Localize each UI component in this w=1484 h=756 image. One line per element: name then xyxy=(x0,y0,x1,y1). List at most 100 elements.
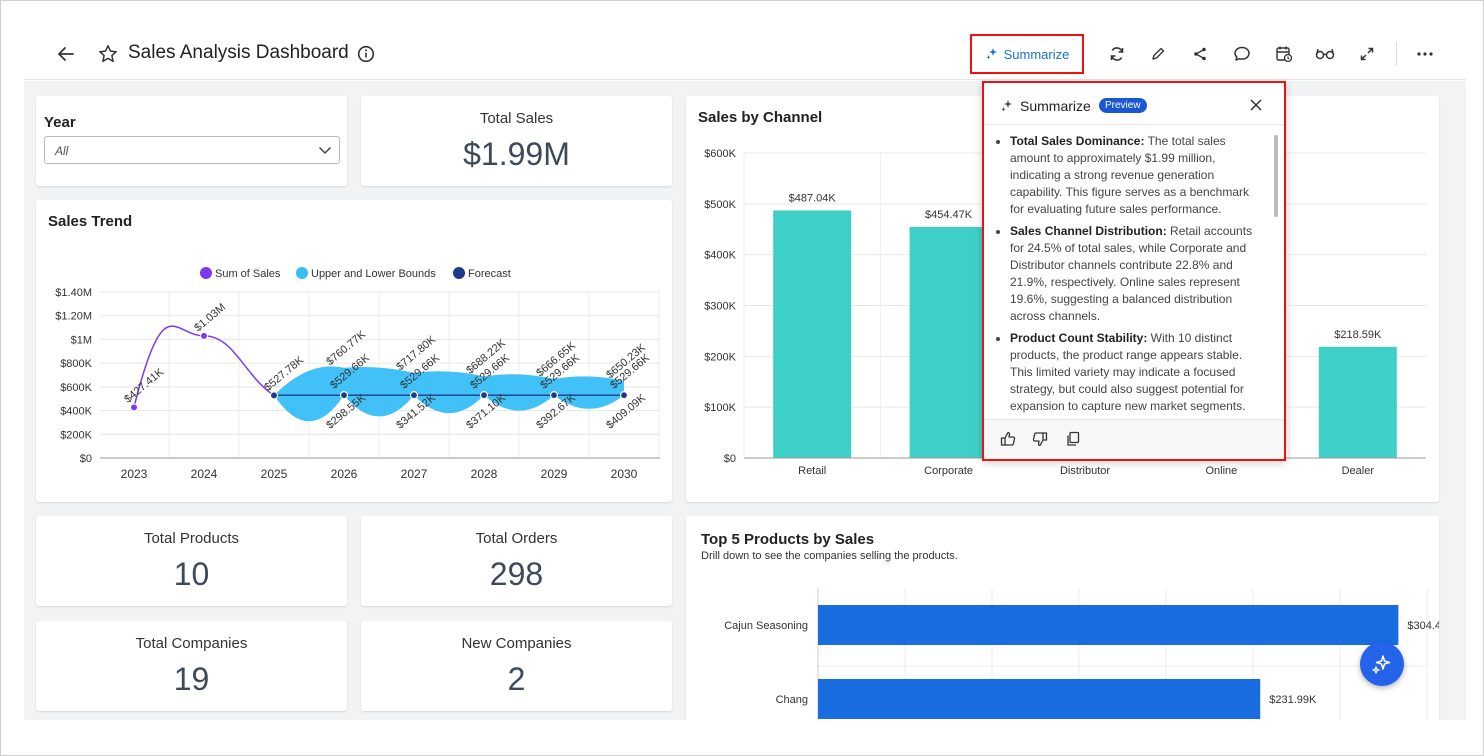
thumbs-up-button[interactable] xyxy=(1000,431,1016,452)
legend-label: Sum of Sales xyxy=(215,268,281,280)
bar xyxy=(1318,346,1397,458)
comments-button[interactable] xyxy=(1226,38,1258,70)
data-label: $218.59K xyxy=(1334,329,1382,341)
x-tick-label: Dealer xyxy=(1342,465,1375,477)
summary-list: Total Sales Dominance: The total sales a… xyxy=(1010,133,1264,415)
more-options-button[interactable] xyxy=(1409,38,1441,70)
thumbs-down-button[interactable] xyxy=(1032,431,1048,452)
summarize-button[interactable]: Summarize xyxy=(970,34,1084,74)
data-label: $304.46K xyxy=(1407,620,1439,632)
dashboard-app: Sales Analysis Dashboard Summarize xyxy=(24,2,1466,720)
x-tick-label: Retail xyxy=(798,465,826,477)
bar xyxy=(818,679,1261,719)
total-sales-card[interactable]: Total Sales $1.99M xyxy=(361,96,672,186)
bar xyxy=(818,605,1399,645)
calendar-clock-icon xyxy=(1276,46,1293,63)
glasses-icon xyxy=(1315,48,1335,60)
comment-icon xyxy=(1234,46,1250,61)
chevron-down-icon xyxy=(318,146,332,155)
close-icon xyxy=(1250,99,1262,111)
kpi-label: Total Products xyxy=(143,530,240,547)
x-tick-label: 2025 xyxy=(261,467,288,481)
legend-swatch xyxy=(453,267,465,279)
summary-item-heading: Total Sales Dominance: xyxy=(1010,134,1145,148)
kpi-value: $1.99M xyxy=(463,136,570,172)
total-orders-card[interactable]: Total Orders 298 xyxy=(361,516,672,606)
y-tick-label: $800K xyxy=(60,358,92,370)
data-label: $1.03M xyxy=(192,301,228,334)
pencil-icon xyxy=(1152,47,1165,60)
refresh-button[interactable] xyxy=(1101,38,1133,70)
thumbs-down-icon xyxy=(1032,432,1048,447)
x-tick-label: 2028 xyxy=(471,467,498,481)
page-title: Sales Analysis Dashboard xyxy=(128,42,349,63)
favorite-button[interactable] xyxy=(92,38,124,70)
forecast-point xyxy=(619,391,629,400)
kpi-label: Total Orders xyxy=(475,530,558,547)
info-icon xyxy=(357,45,375,63)
y-tick-label: $400K xyxy=(60,406,92,418)
share-button[interactable] xyxy=(1184,38,1216,70)
presentation-mode-button[interactable] xyxy=(1309,38,1341,70)
expand-icon xyxy=(1360,47,1374,61)
panel-scrollbar[interactable] xyxy=(1274,135,1278,217)
x-tick-label: Distributor xyxy=(1060,465,1110,477)
header-divider xyxy=(1396,42,1397,66)
arrow-left-icon xyxy=(58,47,74,61)
sales-trend-card[interactable]: Sales Trend Sum of Sales Upper and Lower … xyxy=(36,200,672,502)
summary-item-text: The total sales amount to approximately … xyxy=(1010,134,1249,216)
card-title: Sales by Channel xyxy=(698,109,823,126)
summarize-panel: Summarize Preview Total Sales Dominance:… xyxy=(982,81,1286,461)
forecast-point xyxy=(339,391,349,400)
summary-item-heading: Product Count Stability: xyxy=(1010,331,1148,345)
x-tick-label: Corporate xyxy=(924,465,973,477)
y-tick-label: $400K xyxy=(704,250,736,262)
bounds-band xyxy=(274,366,624,422)
kpi-label: Total Sales xyxy=(479,110,554,127)
card-subtitle: Drill down to see the companies selling … xyxy=(701,550,958,562)
bar xyxy=(773,210,852,458)
x-tick-label: 2026 xyxy=(331,467,358,481)
total-companies-card[interactable]: Total Companies 19 xyxy=(36,621,347,711)
data-label: $231.99K xyxy=(1269,694,1317,706)
summary-content: Total Sales Dominance: The total sales a… xyxy=(984,127,1274,417)
panel-footer xyxy=(984,419,1284,459)
data-label: $487.04K xyxy=(789,192,837,204)
card-title: Sales Trend xyxy=(48,213,133,230)
schedule-button[interactable] xyxy=(1268,38,1300,70)
y-tick-label: $100K xyxy=(704,402,736,414)
total-products-card[interactable]: Total Products 10 xyxy=(36,516,347,606)
x-tick-label: 2027 xyxy=(401,467,428,481)
kpi-value: 10 xyxy=(173,556,210,592)
y-tick-label: $0 xyxy=(724,453,736,465)
year-select-value: All xyxy=(55,144,69,158)
y-tick-label: $300K xyxy=(704,301,736,313)
fullscreen-button[interactable] xyxy=(1351,38,1383,70)
x-tick-label: 2029 xyxy=(541,467,568,481)
copy-button[interactable] xyxy=(1066,431,1080,452)
category-label: Cajun Seasoning xyxy=(724,620,808,632)
info-button[interactable] xyxy=(350,38,382,70)
y-tick-label: $1.40M xyxy=(55,287,92,299)
year-select[interactable]: All xyxy=(44,136,340,164)
summary-item: Total Sales Dominance: The total sales a… xyxy=(1010,133,1264,218)
x-tick-label: 2023 xyxy=(121,467,148,481)
ai-assistant-button[interactable] xyxy=(1360,642,1404,686)
panel-header: Summarize Preview xyxy=(984,83,1284,125)
top-products-card[interactable]: Top 5 Products by Sales Drill down to se… xyxy=(686,516,1439,720)
category-label: Chang xyxy=(776,694,808,706)
top-products-chart: Cajun Seasoning $304.46K Chang $231.99K xyxy=(724,588,1439,720)
more-horizontal-icon xyxy=(1417,52,1433,56)
summary-item: Product Count Stability: With 10 distinc… xyxy=(1010,330,1264,415)
preview-badge: Preview xyxy=(1099,98,1147,113)
panel-title: Summarize xyxy=(1020,98,1091,114)
forecast-point xyxy=(549,391,559,400)
close-panel-button[interactable] xyxy=(1246,95,1266,115)
y-tick-label: $600K xyxy=(704,148,736,160)
new-companies-card[interactable]: New Companies 2 xyxy=(361,621,672,711)
edit-button[interactable] xyxy=(1142,38,1174,70)
sum-of-sales-line xyxy=(133,325,275,408)
back-button[interactable] xyxy=(50,38,82,70)
kpi-value: 19 xyxy=(173,661,210,697)
summary-item: Sales Channel Distribution: Retail accou… xyxy=(1010,223,1264,325)
